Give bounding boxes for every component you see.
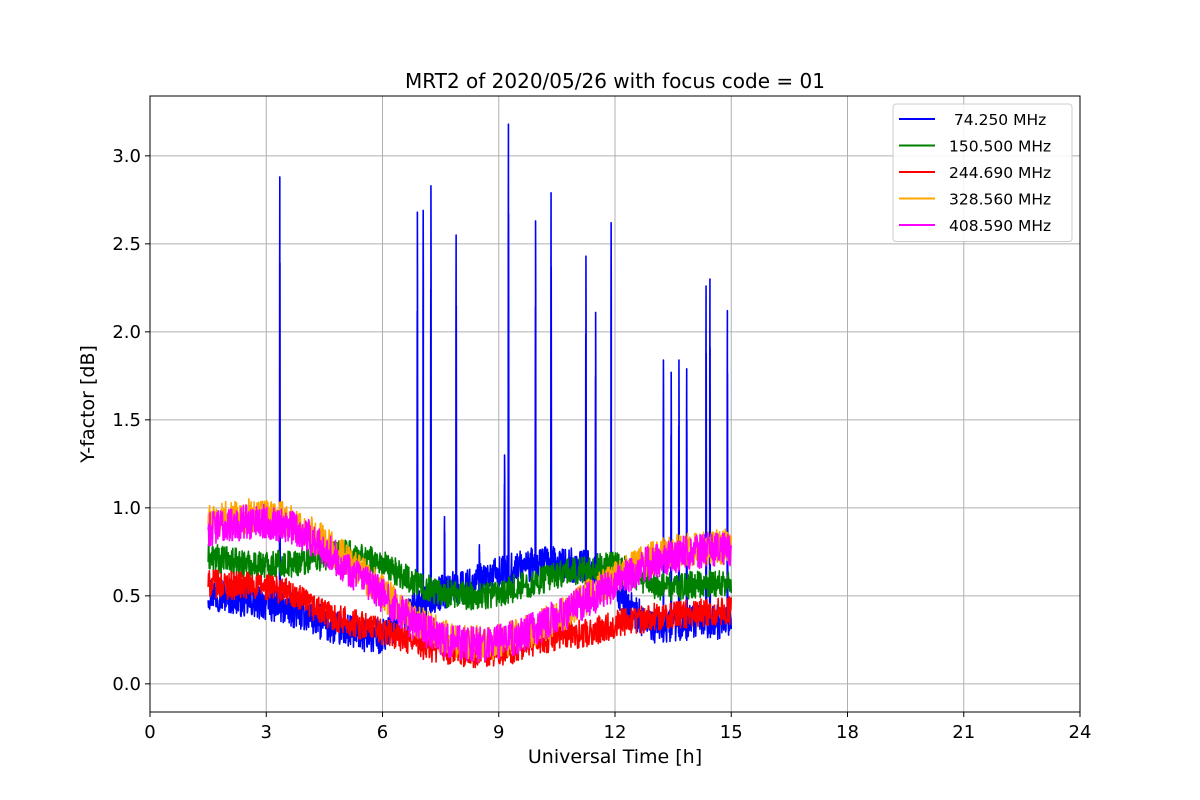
legend-label-0: 74.250 MHz — [949, 111, 1046, 129]
legend-box — [892, 103, 1073, 242]
y-tick-label: 2.0 — [112, 322, 141, 343]
series-line-4 — [207, 503, 733, 664]
x-axis-label: Universal Time [h] — [528, 746, 702, 768]
y-tick-label: 1.5 — [112, 410, 141, 431]
x-tick-label: 0 — [144, 722, 155, 743]
series-line-2 — [207, 569, 733, 669]
y-tick-label: 2.5 — [112, 234, 141, 255]
y-tick-label: 1.0 — [112, 498, 141, 519]
x-tick-label: 24 — [1069, 722, 1092, 743]
x-tick-label: 18 — [836, 722, 859, 743]
series-layer — [207, 123, 733, 669]
y-tick-label: 0.5 — [112, 586, 141, 607]
tick-layer: 0 3 6 9 12 15 18 21 24 0.0 0.5 1.0 1.5 2.0 2.5 3.0 — [112, 146, 1091, 743]
x-tick-label: 6 — [377, 722, 388, 743]
y-tick-label: 0.0 — [112, 674, 141, 695]
legend-label-2: 244.690 MHz — [949, 164, 1051, 182]
x-tick-label: 3 — [261, 722, 272, 743]
x-tick-label: 9 — [493, 722, 504, 743]
y-tick-label: 3.0 — [112, 146, 141, 167]
chart-title: MRT2 of 2020/05/26 with focus code = 01 — [405, 69, 825, 93]
legend: 74.250 MHz 150.500 MHz 244.690 MHz 328.560 … — [892, 103, 1073, 242]
x-tick-label: 21 — [952, 722, 975, 743]
x-tick-label: 15 — [720, 722, 743, 743]
x-tick-label: 12 — [604, 722, 627, 743]
legend-label-1: 150.500 MHz — [949, 138, 1051, 156]
legend-label-3: 328.560 MHz — [949, 191, 1051, 209]
y-axis-label: Y-factor [dB] — [77, 345, 99, 464]
legend-label-4: 408.590 MHz — [949, 217, 1051, 235]
